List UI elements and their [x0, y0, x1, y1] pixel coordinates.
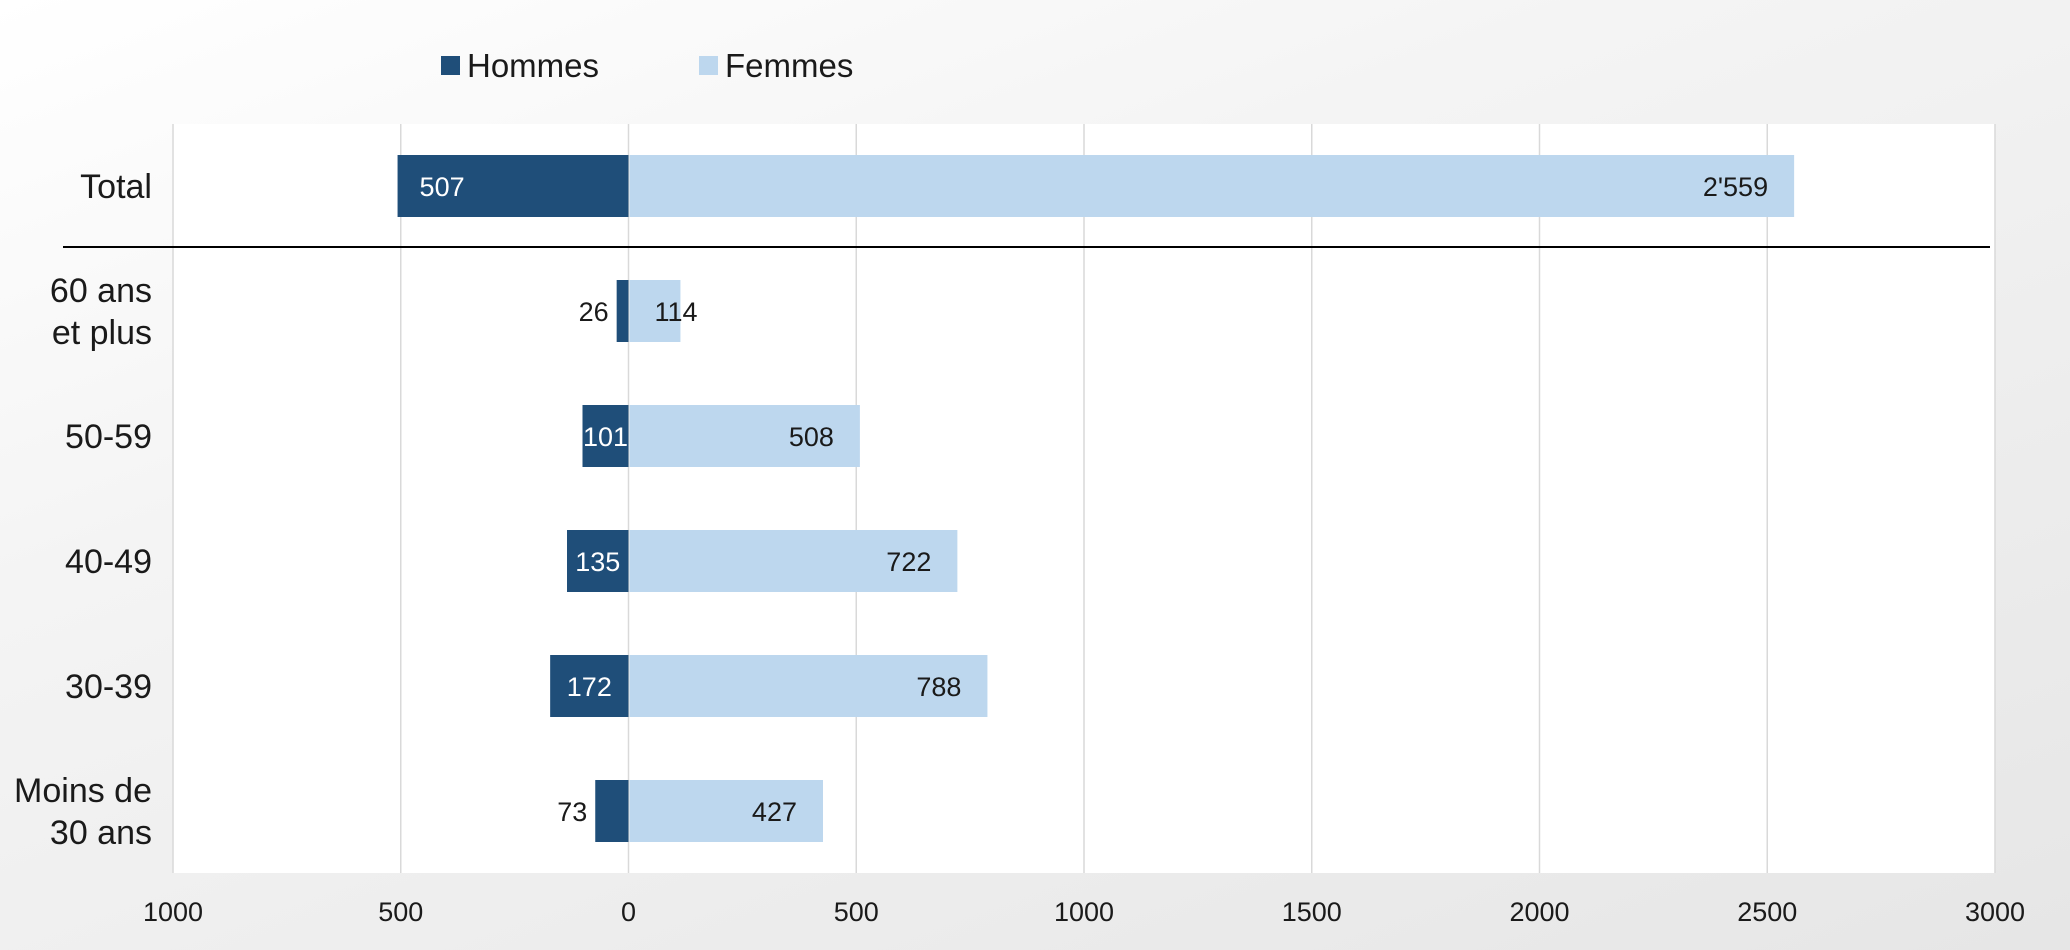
bar-femmes	[629, 530, 958, 592]
x-tick-label: 1000	[143, 897, 203, 927]
x-tick-label: 500	[834, 897, 879, 927]
data-label-femmes: 722	[886, 547, 931, 577]
category-label-moins-de-30-ans: Moins de 30 ans	[14, 772, 152, 852]
bar-femmes	[629, 280, 681, 342]
data-label-femmes: 788	[916, 672, 961, 702]
category-label-50-59: 50-59	[65, 418, 152, 456]
x-tick-label: 3000	[1965, 897, 2025, 927]
data-label-hommes: 507	[420, 172, 465, 202]
data-label-hommes: 172	[567, 672, 612, 702]
data-label-hommes: 101	[583, 422, 628, 452]
data-label-femmes: 508	[789, 422, 834, 452]
bar-hommes	[582, 405, 629, 467]
legend-label-hommes: Hommes	[467, 47, 599, 84]
category-label-60-ans-et-plus: 60 ans et plus	[50, 272, 152, 352]
data-label-femmes: 427	[752, 797, 797, 827]
legend-swatch-hommes	[441, 56, 460, 75]
category-label-30-39: 30-39	[65, 668, 152, 706]
bar-femmes	[629, 655, 988, 717]
category-labels: Total 60 ans et plus 50-59 40-49 30-39 Moins d…	[14, 168, 152, 852]
bars	[397, 155, 1795, 842]
category-label-40-49: 40-49	[65, 543, 152, 581]
bar-hommes	[595, 780, 629, 842]
x-tick-label: 1000	[1054, 897, 1114, 927]
bar-femmes	[629, 780, 823, 842]
category-label-total: Total	[80, 168, 152, 206]
data-label-femmes: 114	[655, 297, 698, 327]
legend-swatch-femmes	[699, 56, 718, 75]
bar-hommes	[397, 155, 629, 217]
bar-femmes	[629, 155, 1795, 217]
bar-hommes	[550, 655, 629, 717]
data-label-hommes: 135	[575, 547, 620, 577]
x-tick-label: 2000	[1509, 897, 1569, 927]
grid-lines	[172, 124, 1996, 873]
legend-label-femmes: Femmes	[725, 47, 853, 84]
bar-hommes	[616, 280, 629, 342]
x-tick-label: 1500	[1282, 897, 1342, 927]
data-label-hommes: 26	[579, 297, 609, 327]
data-label-femmes: 2'559	[1703, 172, 1768, 202]
legend: Hommes Femmes	[441, 47, 853, 84]
data-labels: 507 2'559 26 114 101 508 135 722 172 788 73 427	[420, 172, 1769, 827]
bar-hommes	[567, 530, 629, 592]
x-tick-label: 500	[378, 897, 423, 927]
data-label-hommes: 73	[557, 797, 587, 827]
bar-femmes	[629, 405, 860, 467]
x-axis-tick-labels: 1000 500 0 500 1000 1500 2000 2500 3000	[143, 897, 2025, 927]
x-tick-label: 2500	[1737, 897, 1797, 927]
x-tick-label: 0	[621, 897, 636, 927]
